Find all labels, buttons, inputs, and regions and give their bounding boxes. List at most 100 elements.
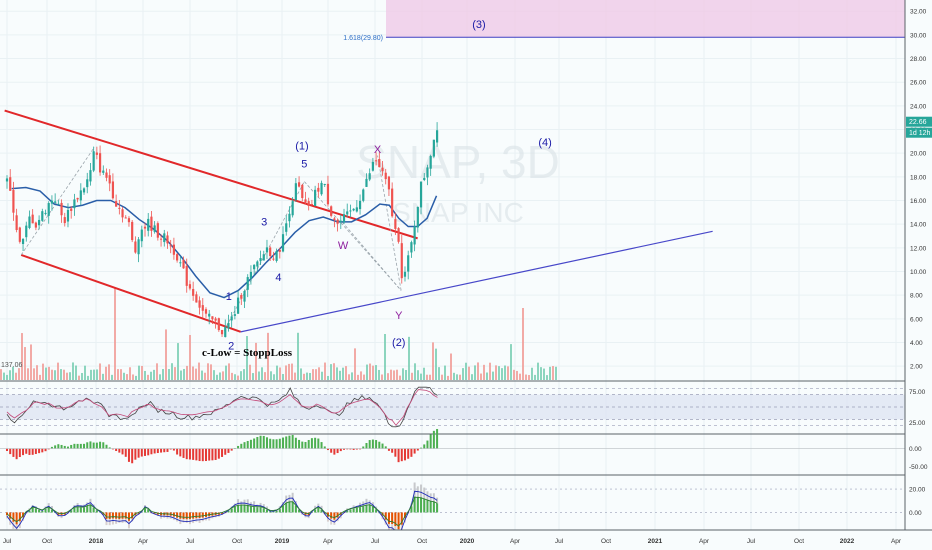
osc2-fill-bar <box>86 506 89 513</box>
osc2-fill-bar <box>237 505 240 513</box>
volume-bar <box>339 370 341 380</box>
time-tick-label: Jul <box>186 538 195 545</box>
volume-bar <box>498 366 500 380</box>
osc2-slow-line <box>6 496 438 527</box>
volume-bar <box>387 373 389 380</box>
volume-bar <box>75 365 77 380</box>
osc2-bar <box>47 503 50 513</box>
fibonacci-layer: 1.618(29.80) <box>343 0 905 42</box>
pane-tick-label: 0.00 <box>909 510 922 517</box>
histogram-bar <box>400 448 403 462</box>
histogram-bar <box>50 446 53 449</box>
osc2-fill-bar <box>188 512 191 520</box>
histogram-bar <box>410 448 413 457</box>
candle-body <box>394 219 397 229</box>
volume-bar <box>378 369 380 380</box>
osc2-fill-bar <box>359 507 362 513</box>
histogram-bar <box>105 444 108 449</box>
volume-bar <box>153 369 155 380</box>
histogram-bar <box>121 448 124 455</box>
osc2-bar <box>262 504 265 513</box>
volume-bar <box>486 372 488 380</box>
osc2-fill-bar <box>291 501 294 513</box>
candle-body <box>31 214 34 224</box>
volume-bar <box>450 353 452 380</box>
volume-bar <box>183 368 185 380</box>
candle-body <box>34 222 37 228</box>
osc2-fill-bar <box>249 506 252 513</box>
price-tick-label: 24.00 <box>910 103 927 110</box>
volume-bar <box>144 370 146 380</box>
osc2-fill-bar <box>31 507 34 513</box>
volume-bar <box>462 368 464 380</box>
osc2-fill-bar <box>317 507 320 513</box>
volume-bar <box>354 348 356 380</box>
histogram-bar <box>304 441 307 449</box>
volume-bar <box>381 374 383 380</box>
histogram-bar <box>179 448 182 457</box>
histogram-bar <box>208 448 211 461</box>
volume-bar <box>36 365 38 380</box>
candle-body <box>429 155 432 169</box>
candle-body <box>243 290 246 302</box>
volume-bar <box>420 373 422 380</box>
histogram-bar <box>278 438 281 449</box>
candle-body <box>66 209 70 222</box>
last-price-badge <box>906 116 932 127</box>
candle-body <box>384 172 387 180</box>
volume-bar <box>156 363 158 380</box>
candle-body <box>15 215 18 230</box>
wave-label: (3) <box>472 19 485 31</box>
osc2-fill-bar <box>50 509 53 513</box>
candle-body <box>159 238 163 240</box>
histogram-bar <box>188 448 191 460</box>
osc2-fill-bar <box>323 512 326 514</box>
volume-value-label: 137.06 <box>1 362 23 369</box>
osc2-fill-bar <box>127 512 130 521</box>
candle-body <box>131 221 134 241</box>
wave-label: Y <box>395 310 403 322</box>
pane-tick-label: 0.00 <box>909 446 922 453</box>
volume-bar <box>444 365 446 380</box>
volume-bar <box>195 368 197 380</box>
histogram-bar <box>227 448 230 453</box>
annotation-layer: c-Low = StoppLoss <box>202 347 293 359</box>
candle-body <box>82 188 86 193</box>
volume-bar <box>426 374 428 380</box>
histogram-bar <box>221 448 224 457</box>
histogram-bar <box>253 438 256 449</box>
candle-body <box>188 284 192 289</box>
volume-bar <box>531 367 533 380</box>
osc2-fill-bar <box>147 509 150 513</box>
volume-bar <box>189 334 191 380</box>
wave-label: 3 <box>261 216 267 228</box>
candle-body <box>326 183 330 205</box>
candle-body <box>342 214 346 223</box>
volume-layer: 137.06 <box>0 288 557 380</box>
candle-body <box>60 202 63 216</box>
time-tick-label: Apr <box>891 538 902 545</box>
time-tick-label: Jul <box>747 538 756 545</box>
candle-body <box>21 238 25 245</box>
volume-bar <box>468 366 470 380</box>
volume-bar <box>360 371 362 380</box>
volume-bar <box>51 369 53 380</box>
osc2-fill-bar <box>240 505 243 513</box>
histogram-bar <box>15 448 18 460</box>
histogram-bar <box>211 448 214 461</box>
histogram-bar <box>18 448 21 458</box>
histogram-bar <box>28 448 31 455</box>
candle-body <box>432 139 435 157</box>
histogram-bar <box>230 448 233 451</box>
wave-label: (2) <box>392 337 405 349</box>
histogram-bar <box>66 446 69 449</box>
time-tick-label: Oct <box>417 538 427 545</box>
candle-body <box>371 161 374 171</box>
volume-bar <box>519 373 521 380</box>
histogram-bar <box>346 448 349 450</box>
volume-bar <box>18 368 20 380</box>
histogram-bar <box>63 445 66 449</box>
histogram-bar <box>436 428 439 449</box>
indicator-panes-layer <box>0 380 932 542</box>
